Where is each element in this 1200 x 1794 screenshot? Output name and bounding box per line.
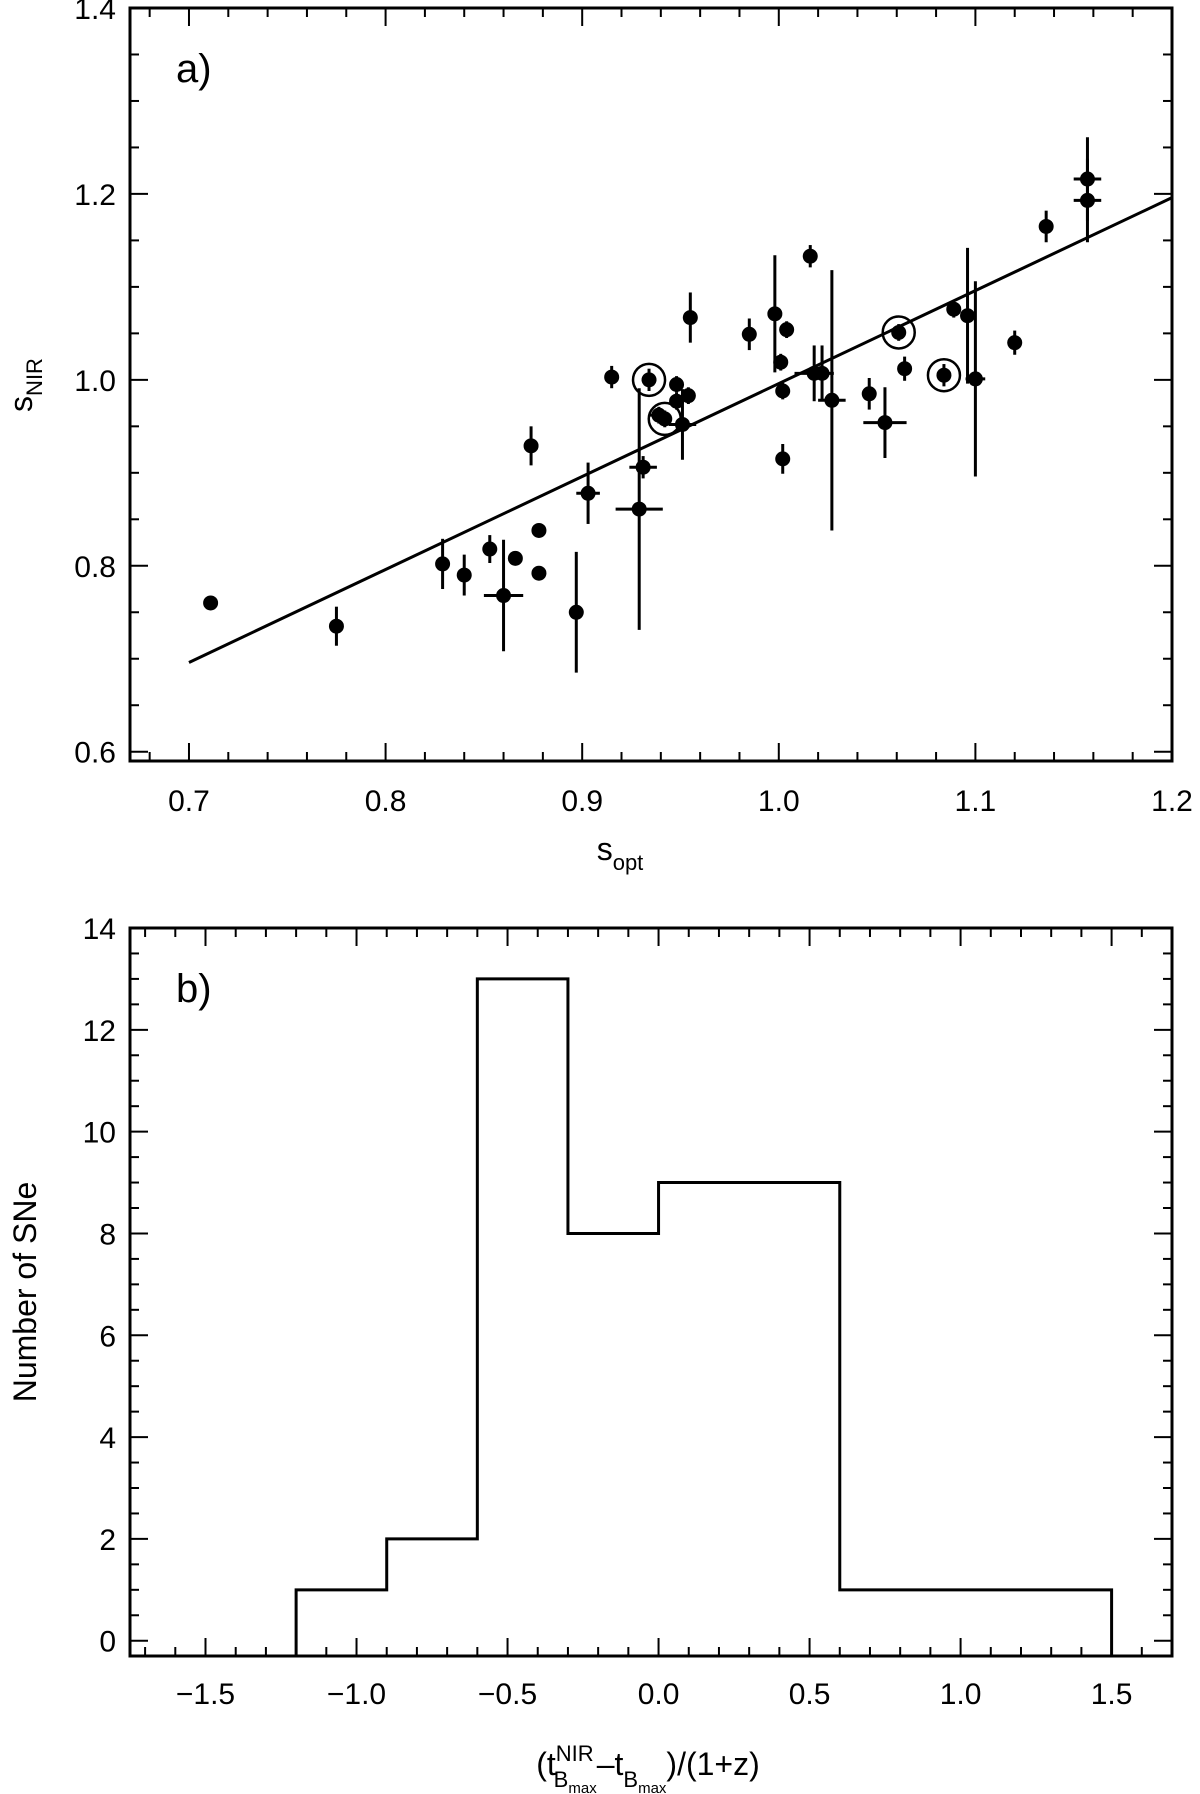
highlight-ring	[881, 315, 916, 350]
data-point	[669, 393, 685, 409]
histogram-bin	[296, 1590, 387, 1656]
tick-marks-b	[130, 927, 1173, 1656]
data-point	[669, 377, 685, 392]
data-point	[631, 501, 647, 517]
data-point	[482, 541, 498, 557]
y-tick-label-b: 8	[99, 1218, 116, 1251]
data-point	[767, 306, 783, 322]
data-point	[568, 604, 584, 620]
highlight-ring	[631, 362, 667, 398]
data-point	[203, 595, 219, 611]
plot-frame-a	[128, 6, 1174, 763]
x-tick-label-b: 0.5	[789, 1678, 831, 1711]
x-tick-label-a: 0.8	[365, 785, 407, 818]
data-point	[1007, 335, 1023, 351]
y-tick-label-b: 0	[99, 1626, 116, 1659]
data-point	[674, 416, 690, 432]
y-tick-label-b: 14	[83, 913, 116, 946]
data-point	[775, 451, 791, 467]
histogram-bin	[477, 979, 568, 1656]
histogram-bin	[568, 1233, 659, 1656]
data-point	[824, 392, 840, 408]
scatter-panel-a: 0.7 0.8 0.9 1.0 1.1 1.2 0.6 0.8 1.0 1.2 1.4 a) so…	[3, 0, 1193, 875]
y-tick-label-a: 0.6	[74, 737, 116, 770]
data-point	[936, 367, 952, 383]
data-point	[897, 361, 913, 377]
data-point	[496, 588, 512, 604]
x-tick-label-b: −0.5	[478, 1678, 537, 1711]
plot-frame-b	[128, 926, 1174, 1658]
data-point	[531, 522, 547, 538]
data-point	[328, 618, 344, 634]
highlight-ring	[926, 357, 962, 393]
y-tick-label-b: 2	[99, 1524, 116, 1557]
data-points	[203, 137, 1102, 673]
data-point	[531, 565, 547, 581]
x-tick-label-b: −1.5	[176, 1678, 235, 1711]
histogram-bin	[840, 1590, 1112, 1656]
data-point	[967, 371, 983, 387]
data-point	[1038, 218, 1054, 234]
x-tick-label-b: 1.5	[1091, 1678, 1133, 1711]
x-tick-label-a: 1.1	[955, 785, 997, 818]
x-tick-label-b: 0.0	[638, 1678, 680, 1711]
y-tick-labels-a: 0.6 0.8 1.0 1.2 1.4	[74, 0, 116, 770]
x-tick-label-b: 1.0	[940, 1678, 982, 1711]
x-axis-label-a: sopt	[597, 831, 644, 875]
data-point	[682, 310, 698, 326]
data-point	[507, 550, 523, 566]
x-tick-labels-a: 0.7 0.8 0.9 1.0 1.1 1.2	[168, 785, 1193, 818]
data-point	[741, 326, 757, 342]
y-axis-label-a: sNIR	[3, 358, 47, 412]
data-point	[891, 324, 907, 340]
data-point	[861, 386, 877, 402]
histogram-bin	[387, 1539, 478, 1656]
data-point	[680, 388, 696, 404]
panel-label-b: b)	[176, 967, 212, 1011]
histogram-bin	[659, 1183, 840, 1656]
x-tick-label-a: 0.7	[168, 785, 210, 818]
data-point	[435, 556, 451, 572]
data-point	[775, 383, 791, 399]
data-point	[635, 459, 651, 475]
y-tick-label-b: 6	[99, 1320, 116, 1353]
x-tick-label-a: 1.2	[1151, 785, 1193, 818]
y-tick-label-b: 12	[83, 1015, 116, 1048]
x-tick-label-a: 0.9	[561, 785, 603, 818]
data-point	[946, 301, 962, 317]
x-axis-label-b: (tNIR Bmax–tBmax)/(1+z)	[536, 1741, 760, 1794]
y-tick-label-a: 1.4	[74, 0, 116, 26]
data-point	[779, 322, 795, 338]
x-tick-label-b: −1.0	[327, 1678, 386, 1711]
data-point	[604, 369, 620, 385]
data-point	[1079, 192, 1095, 208]
data-point	[657, 411, 673, 427]
y-axis-label-b: Number of SNe	[7, 1182, 43, 1403]
x-tick-labels-b: −1.5 −1.0 −0.5 0.0 0.5 1.0 1.5	[176, 1678, 1133, 1711]
y-tick-label-a: 0.8	[74, 551, 116, 584]
data-point	[960, 308, 976, 324]
histogram-steps	[294, 977, 1114, 1656]
data-point	[641, 372, 657, 388]
tick-marks-a	[130, 7, 1173, 761]
y-tick-label-b: 4	[99, 1422, 116, 1455]
y-tick-label-b: 10	[83, 1117, 116, 1150]
data-point	[814, 365, 830, 381]
data-point	[877, 415, 893, 431]
histogram-outline	[294, 977, 1114, 1656]
y-tick-label-a: 1.0	[74, 365, 116, 398]
data-point	[456, 567, 472, 583]
data-point	[580, 485, 596, 501]
data-point	[523, 438, 539, 454]
y-tick-labels-b: 0 2 4 6 8 10 12 14	[83, 913, 116, 1659]
data-point	[802, 248, 818, 264]
x-tick-label-a: 1.0	[758, 785, 800, 818]
data-point	[773, 354, 789, 370]
panel-label-a: a)	[176, 47, 212, 91]
y-tick-label-a: 1.2	[74, 179, 116, 212]
